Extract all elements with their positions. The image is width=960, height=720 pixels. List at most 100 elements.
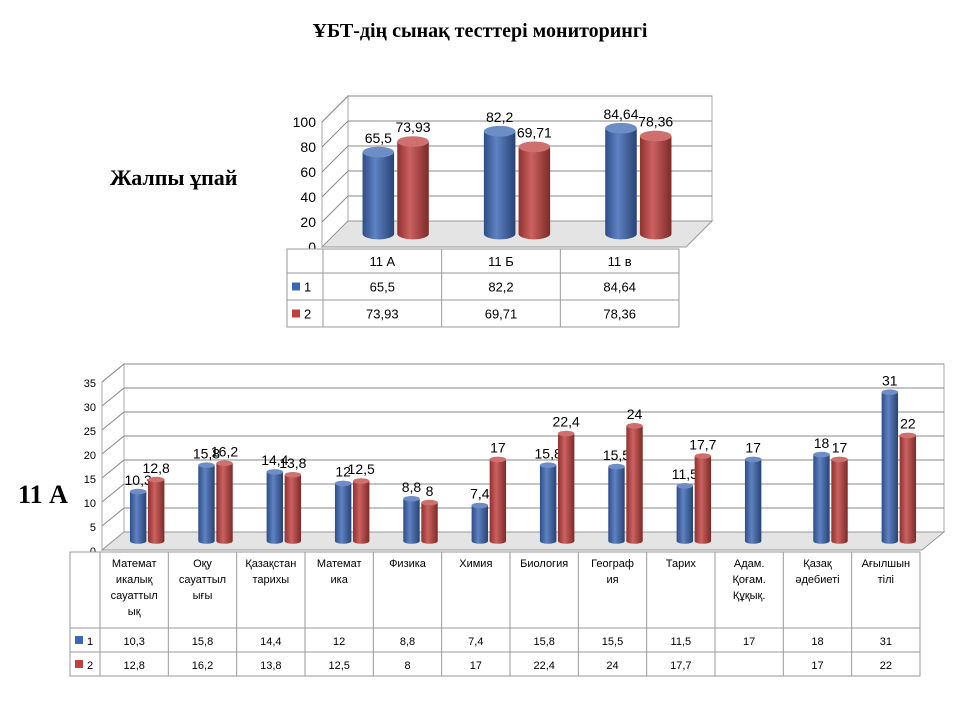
gridline — [321, 195, 712, 223]
y-tick-label: 35 — [84, 378, 96, 390]
bar — [403, 495, 420, 544]
data-label: 8 — [426, 483, 434, 499]
y-tick-label: 20 — [300, 214, 316, 230]
category-label: Ағылшын — [862, 558, 910, 570]
bar — [198, 462, 215, 544]
bar — [352, 478, 370, 544]
bar — [813, 451, 830, 544]
category-label: ия — [606, 574, 618, 586]
table-cell: 24 — [606, 660, 618, 672]
category-label: Физика — [389, 558, 427, 570]
y-tick-label: 60 — [300, 164, 316, 180]
category-label: Биология — [520, 558, 568, 570]
bar-top — [676, 483, 694, 489]
gridline — [321, 95, 712, 123]
data-table — [69, 551, 921, 677]
category-label: сауаттыл — [111, 590, 158, 602]
y-tick-label: 40 — [300, 189, 316, 205]
category-label: Құқық. — [733, 590, 766, 602]
data-label: 17,7 — [689, 436, 716, 452]
bar-body — [334, 483, 352, 544]
bar-body — [639, 136, 672, 240]
table-cell: 10,3 — [123, 636, 144, 648]
bar — [557, 430, 575, 544]
gridline — [101, 363, 944, 383]
category-label: Қоғам. — [733, 574, 766, 586]
plot-side-wall — [101, 362, 125, 552]
table-cell: 18 — [811, 636, 823, 648]
y-tick-label: 25 — [84, 426, 96, 438]
legend-entry: 1 — [87, 636, 93, 648]
bar-body — [557, 433, 575, 544]
bar-body — [471, 505, 489, 544]
data-label: 78,36 — [638, 114, 673, 130]
data-label: 31 — [882, 372, 898, 388]
bar — [284, 471, 302, 544]
bar — [518, 141, 551, 240]
table-cell: 17 — [811, 660, 823, 672]
table-cell: 73,93 — [366, 307, 399, 322]
bar — [676, 483, 694, 544]
bar-body — [831, 459, 848, 544]
bar — [147, 476, 165, 544]
gridline — [101, 411, 944, 431]
table-cell: 31 — [880, 636, 892, 648]
y-tick-label: 80 — [300, 139, 316, 155]
bar — [471, 502, 489, 544]
data-label: 24 — [627, 406, 643, 422]
legend-swatch — [292, 309, 300, 318]
data-label: 17 — [832, 440, 848, 456]
data-label: 22 — [900, 416, 916, 432]
category-label: 11 Б — [488, 254, 514, 269]
y-tick-label: 20 — [84, 450, 96, 462]
bar-top — [266, 469, 284, 475]
bar-top — [639, 130, 672, 142]
bar-body — [397, 141, 429, 240]
category-label: Математ — [317, 558, 362, 570]
bar-top — [216, 460, 233, 467]
category-label: тілі — [878, 574, 894, 586]
table-cell: 82,2 — [488, 280, 513, 295]
bar-body — [518, 146, 551, 240]
data-label: 14,4 — [261, 452, 288, 468]
legend-entry: 2 — [87, 660, 93, 672]
data-label: 82,2 — [486, 109, 513, 125]
bar-top — [397, 136, 429, 147]
data-label: 12 — [335, 464, 351, 480]
table-cell: 65,5 — [370, 280, 395, 295]
gridline — [321, 170, 712, 198]
legend-swatch — [75, 636, 83, 644]
y-tick-label: 30 — [84, 402, 96, 414]
bar — [266, 469, 284, 544]
y-tick-label: 5 — [90, 522, 96, 534]
bar — [626, 423, 643, 544]
page-title: ҰБТ-дің сынақ тесттері мониторингі — [312, 20, 648, 42]
bar-body — [284, 474, 302, 544]
bar — [362, 146, 395, 240]
category-label: Математ — [112, 558, 157, 570]
bar-top — [605, 122, 637, 134]
data-label: 15,8 — [193, 445, 220, 461]
bar-body — [198, 465, 215, 544]
table-cell: 22 — [880, 660, 892, 672]
category-label: Адам. — [734, 558, 765, 570]
bar-body — [899, 435, 917, 544]
bar-top — [626, 423, 643, 429]
table-cell: 13,8 — [260, 660, 281, 672]
data-label: 16,2 — [211, 443, 238, 459]
data-label: 15,8 — [535, 445, 562, 461]
table-cell: 78,36 — [603, 307, 636, 322]
data-label: 11,5 — [672, 466, 698, 482]
category-label: Қазақстан — [245, 558, 296, 570]
bar — [831, 456, 848, 544]
bar-top — [129, 488, 147, 495]
table-cell: 12 — [333, 636, 345, 648]
bar-body — [129, 491, 147, 544]
bar-top — [334, 480, 352, 487]
table-cell: 8,8 — [400, 636, 415, 648]
class-label: 11 А — [18, 480, 68, 509]
category-label: ығы — [193, 590, 213, 602]
bar-top — [881, 389, 899, 395]
category-label: 11 в — [608, 254, 632, 269]
bar-body — [608, 466, 625, 544]
